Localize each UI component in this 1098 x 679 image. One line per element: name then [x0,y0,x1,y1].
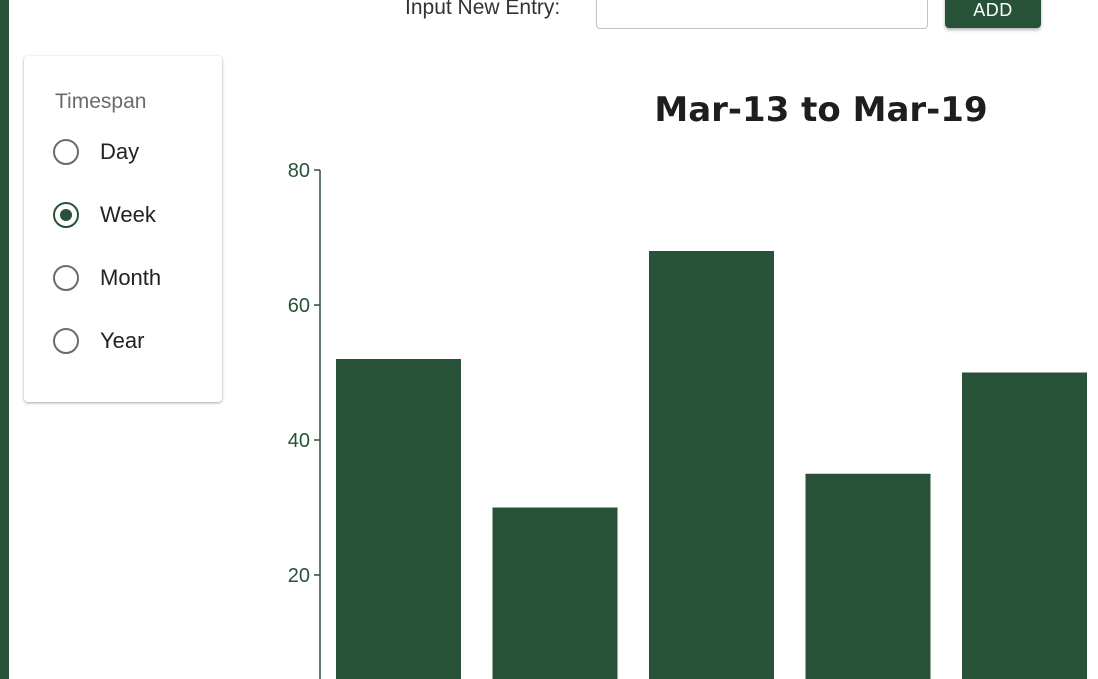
radio-label-year: Year [100,328,145,353]
radio-label-day: Day [100,139,140,164]
radio-year-icon[interactable] [53,328,79,354]
bar-3 [649,251,774,679]
left-accent-stripe [0,0,9,679]
y-tick-label-40: 40 [288,430,310,452]
radio-option-week[interactable]: Week [53,199,156,231]
radio-option-day[interactable]: Day [53,136,139,168]
timespan-legend: Timespan [55,90,147,113]
radio-option-year[interactable]: Year [53,325,144,357]
radio-week-icon[interactable] [53,202,79,228]
bar-5 [962,372,1087,679]
radio-label-week: Week [100,202,156,227]
new-entry-input[interactable] [596,0,928,29]
new-entry-label: Input New Entry: [405,0,561,19]
timespan-card: Timespan Day Week Month Year [24,56,222,402]
bar-4 [805,473,931,679]
radio-day-icon[interactable] [53,139,79,165]
radio-label-month: Month [100,265,162,290]
add-button[interactable]: ADD [945,0,1041,28]
y-tick-label-80: 80 [288,160,310,182]
chart-title: Mar-13 to Mar-19 [654,90,988,130]
y-tick-label-60: 60 [288,295,310,317]
new-entry-bar: Input New Entry: ADD [0,0,1098,32]
radio-month-icon[interactable] [53,265,79,291]
bar-2 [492,507,618,679]
bar-1 [336,359,461,679]
radio-option-month[interactable]: Month [53,262,161,294]
y-tick-label-20: 20 [288,565,310,587]
